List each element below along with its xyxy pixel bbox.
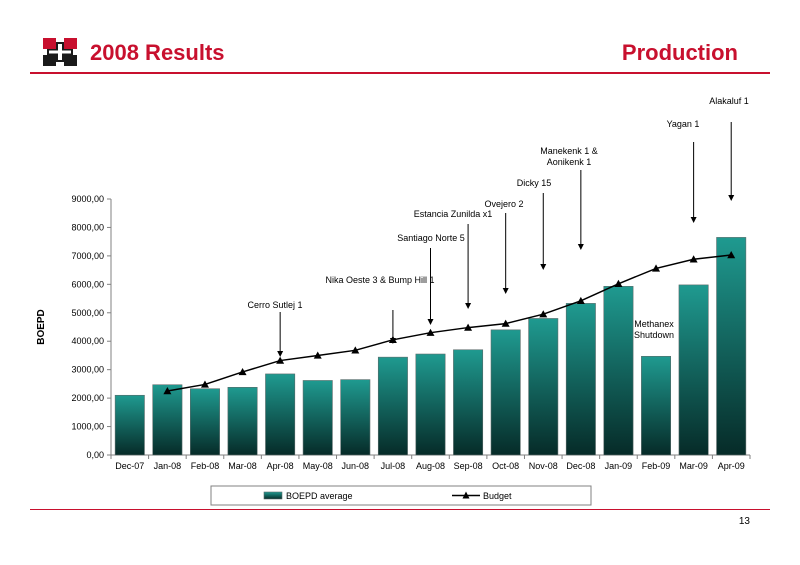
header-divider <box>30 72 770 74</box>
budget-point <box>652 264 661 272</box>
x-tick-label: Aug-08 <box>416 461 445 471</box>
annotation-label: Aonikenk 1 <box>547 157 592 167</box>
budget-point <box>238 367 247 376</box>
annotation-label: Manekenk 1 & <box>540 146 598 156</box>
x-tick-label: Dec-07 <box>115 461 144 471</box>
page-number: 13 <box>738 516 750 527</box>
bar <box>565 303 596 456</box>
budget-line <box>167 254 732 392</box>
bar <box>415 353 446 456</box>
annotation-arrowhead <box>277 351 284 357</box>
bar <box>265 373 296 456</box>
budget-point <box>539 310 548 318</box>
x-tick-label: Apr-09 <box>718 461 745 471</box>
x-tick-label: Jun-08 <box>342 461 370 471</box>
bar <box>152 384 183 456</box>
y-tick-label: 3000,00 <box>71 365 104 375</box>
annotation-arrowhead <box>427 319 434 325</box>
budget-point <box>163 387 172 395</box>
budget-point <box>614 279 623 287</box>
y-tick-label: 9000,00 <box>71 194 104 204</box>
annotation-label: Cerro Sutlej 1 <box>247 300 302 310</box>
x-tick-label: Oct-08 <box>492 461 519 471</box>
budget-point <box>351 346 360 354</box>
budget-point <box>727 251 736 259</box>
budget-point <box>689 255 698 263</box>
legend-swatch-bar <box>263 491 283 500</box>
y-tick-label: 6000,00 <box>71 279 104 289</box>
bar <box>227 387 258 456</box>
annotation-label: Ovejero 2 <box>484 199 523 209</box>
page-title: 2008 Results <box>90 40 225 65</box>
bar <box>528 318 559 456</box>
y-tick-label: 7000,00 <box>71 251 104 261</box>
annotation-arrowhead <box>502 288 509 294</box>
annotation-label: Yagan 1 <box>667 119 700 129</box>
budget-point <box>200 380 209 388</box>
budget-point <box>576 296 585 305</box>
budget-point <box>426 328 435 336</box>
annotation-label: Nika Oeste 3 & Bump Hill 1 <box>325 275 434 285</box>
annotation-arrowhead <box>728 195 735 201</box>
legend-box <box>210 485 592 506</box>
bar <box>453 349 484 456</box>
x-tick-label: Nov-08 <box>529 461 558 471</box>
company-logo <box>43 38 77 66</box>
bar <box>190 388 220 456</box>
chart-legend: BOEPD average Budget <box>210 485 592 506</box>
bar <box>340 379 371 456</box>
y-tick-label: 5000,00 <box>71 308 104 318</box>
x-tick-label: Mar-08 <box>228 461 257 471</box>
x-tick-label: Apr-08 <box>267 461 294 471</box>
x-tick-label: May-08 <box>303 461 333 471</box>
section-title: Production <box>621 40 738 65</box>
legend-swatch-marker <box>462 491 470 499</box>
budget-point <box>276 356 285 364</box>
footer-divider <box>30 509 770 510</box>
budget-point <box>313 351 322 359</box>
y-tick-label: 4000,00 <box>71 336 104 346</box>
annotation-arrowhead <box>577 244 584 250</box>
bar <box>678 284 709 456</box>
legend-label-line: Budget <box>483 491 512 501</box>
x-tick-label: Feb-08 <box>191 461 220 471</box>
legend-label-bar: BOEPD average <box>286 491 353 501</box>
y-tick-label: 2000,00 <box>71 393 104 403</box>
bar <box>114 394 145 456</box>
y-tick-label: 0,00 <box>86 450 104 460</box>
budget-point <box>464 323 473 331</box>
y-tick-label: 8000,00 <box>71 222 104 232</box>
annotation-arrowhead <box>465 303 472 309</box>
x-tick-label: Jul-08 <box>381 461 406 471</box>
annotation-label: Estancia Zunilda x1 <box>414 209 493 219</box>
annotation-label: Santiago Norte 5 <box>397 233 465 243</box>
annotation-arrowhead <box>540 264 547 270</box>
y-axis-title: BOEPD <box>36 309 47 345</box>
x-tick-label: Jan-08 <box>154 461 182 471</box>
y-tick-label: 1000,00 <box>71 422 104 432</box>
annotation-arrowhead <box>389 338 396 344</box>
bar-series <box>114 237 747 456</box>
bar <box>641 355 671 456</box>
bar <box>603 286 634 456</box>
bar <box>377 356 408 456</box>
x-tick-label: Mar-09 <box>679 461 708 471</box>
budget-point <box>501 319 510 327</box>
annotation-arrowhead <box>690 217 697 223</box>
annotation-label: Dicky 15 <box>517 178 552 188</box>
annotation-label: Shutdown <box>634 330 674 340</box>
x-tick-label: Sep-08 <box>454 461 483 471</box>
annotation-label: Methanex <box>634 319 674 329</box>
x-tick-label: Dec-08 <box>566 461 595 471</box>
annotation-label: Alakaluf 1 <box>709 96 749 106</box>
x-tick-label: Feb-09 <box>642 461 671 471</box>
x-tick-label: Jan-09 <box>605 461 633 471</box>
chart-annotations: Cerro Sutlej 1 Nika Oeste 3 & Bump Hill 1… <box>247 96 749 357</box>
budget-series <box>163 251 736 395</box>
bar <box>716 237 747 456</box>
bar <box>302 380 333 456</box>
bar <box>490 329 521 456</box>
